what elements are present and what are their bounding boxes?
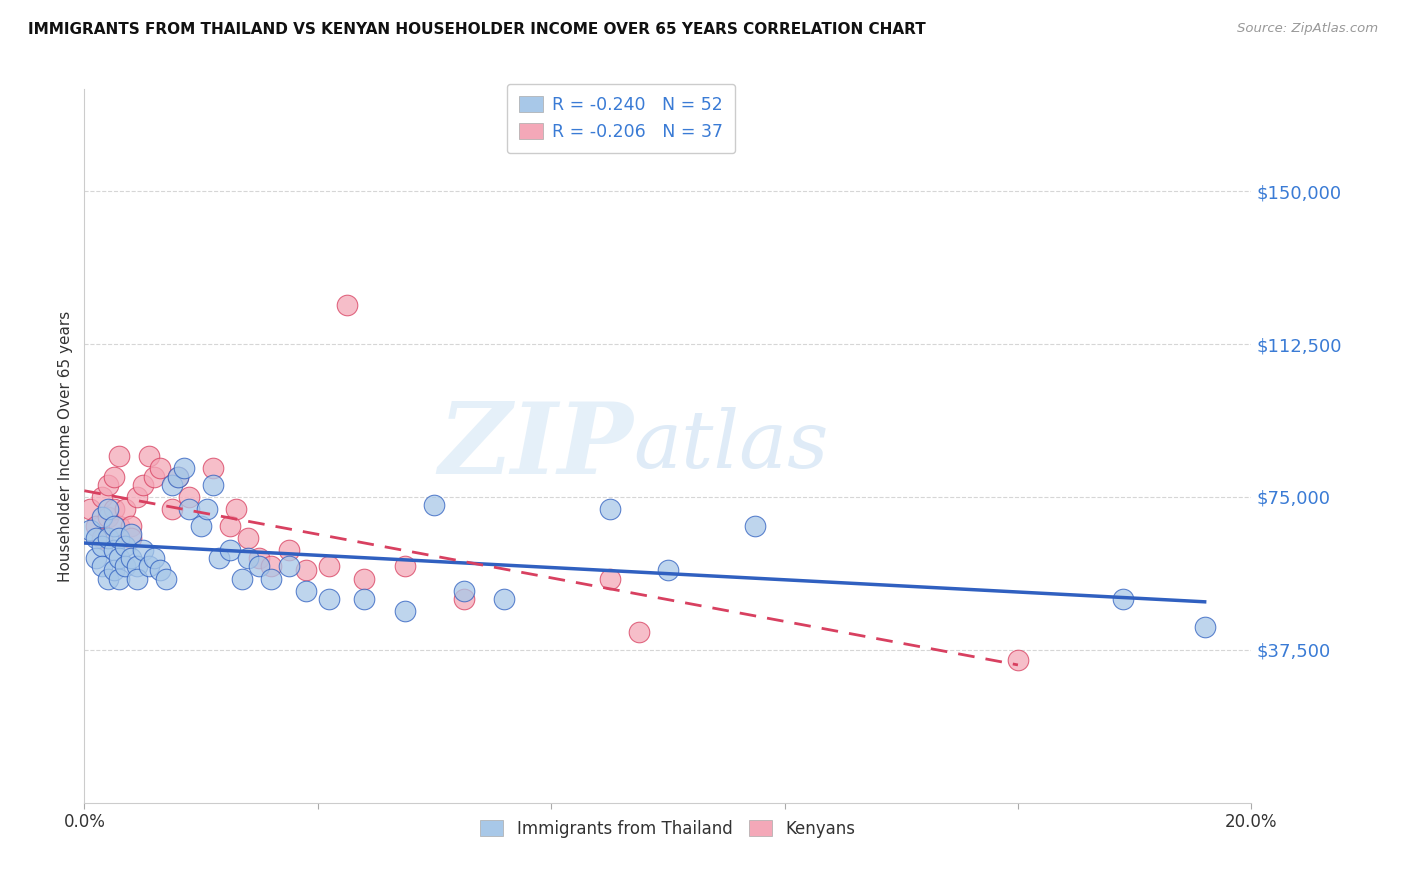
Point [79, 523, 101, 537]
Point [103, 469, 125, 483]
Point [225, 502, 247, 516]
Point [125, 490, 148, 504]
Point [260, 559, 283, 574]
Point [143, 551, 166, 566]
Point [236, 531, 259, 545]
Point [97, 502, 120, 516]
Point [201, 477, 224, 491]
Point [249, 551, 271, 566]
Point [160, 502, 183, 516]
Point [627, 624, 650, 639]
Point [120, 551, 142, 566]
Point [453, 591, 475, 606]
Point [90, 531, 112, 545]
Point [138, 559, 160, 574]
Point [173, 461, 195, 475]
Point [1112, 591, 1135, 606]
Point [97, 531, 120, 545]
Point [108, 551, 131, 566]
Point [108, 531, 131, 545]
Point [108, 449, 131, 463]
Point [132, 477, 155, 491]
Point [120, 526, 142, 541]
Point [84, 518, 107, 533]
Point [599, 572, 621, 586]
Point [295, 583, 318, 598]
Point [79, 502, 101, 516]
Point [295, 563, 318, 577]
Point [120, 518, 142, 533]
Y-axis label: Householder Income Over 65 years: Householder Income Over 65 years [58, 310, 73, 582]
Point [97, 477, 120, 491]
Point [394, 559, 416, 574]
Point [353, 591, 375, 606]
Point [277, 543, 299, 558]
Point [132, 543, 155, 558]
Point [599, 502, 621, 516]
Point [90, 490, 112, 504]
Point [90, 539, 112, 553]
Point [143, 469, 166, 483]
Point [453, 583, 475, 598]
Point [394, 604, 416, 618]
Point [219, 543, 242, 558]
Point [195, 502, 218, 516]
Point [97, 510, 120, 524]
Point [90, 559, 112, 574]
Point [160, 477, 183, 491]
Point [84, 531, 107, 545]
Point [149, 461, 172, 475]
Point [90, 510, 112, 524]
Point [219, 518, 242, 533]
Point [138, 449, 160, 463]
Point [108, 572, 131, 586]
Point [97, 572, 120, 586]
Point [260, 572, 283, 586]
Point [179, 502, 201, 516]
Point [179, 490, 201, 504]
Point [149, 563, 172, 577]
Point [336, 298, 359, 312]
Point [494, 591, 516, 606]
Point [120, 531, 142, 545]
Legend: Immigrants from Thailand, Kenyans: Immigrants from Thailand, Kenyans [474, 814, 862, 845]
Point [125, 559, 148, 574]
Point [277, 559, 299, 574]
Point [103, 563, 125, 577]
Point [318, 559, 340, 574]
Point [423, 498, 446, 512]
Point [657, 563, 679, 577]
Point [207, 551, 229, 566]
Point [103, 518, 125, 533]
Text: atlas: atlas [633, 408, 828, 484]
Point [114, 502, 136, 516]
Point [201, 461, 224, 475]
Point [249, 559, 271, 574]
Point [166, 469, 188, 483]
Point [353, 572, 375, 586]
Point [125, 572, 148, 586]
Text: IMMIGRANTS FROM THAILAND VS KENYAN HOUSEHOLDER INCOME OVER 65 YEARS CORRELATION : IMMIGRANTS FROM THAILAND VS KENYAN HOUSE… [28, 22, 927, 37]
Point [155, 572, 177, 586]
Text: Source: ZipAtlas.com: Source: ZipAtlas.com [1237, 22, 1378, 36]
Point [318, 591, 340, 606]
Point [744, 518, 766, 533]
Point [236, 551, 259, 566]
Point [231, 572, 253, 586]
Point [103, 543, 125, 558]
Point [1007, 653, 1029, 667]
Point [108, 518, 131, 533]
Point [84, 551, 107, 566]
Text: ZIP: ZIP [437, 398, 633, 494]
Point [114, 559, 136, 574]
Point [114, 539, 136, 553]
Point [103, 502, 125, 516]
Point [1194, 620, 1216, 634]
Point [166, 469, 188, 483]
Point [190, 518, 212, 533]
